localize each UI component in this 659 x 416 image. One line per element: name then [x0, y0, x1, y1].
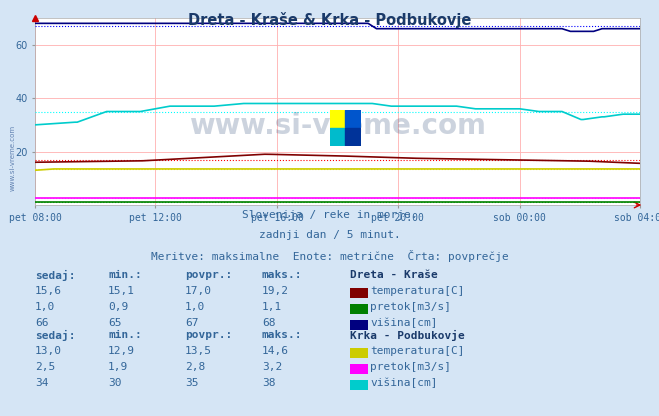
Text: Krka - Podbukovje: Krka - Podbukovje — [350, 330, 465, 341]
Text: maks.:: maks.: — [262, 330, 302, 340]
Text: 1,1: 1,1 — [262, 302, 282, 312]
Text: 17,0: 17,0 — [185, 286, 212, 296]
Text: 13,5: 13,5 — [185, 346, 212, 356]
Text: 65: 65 — [108, 318, 121, 328]
Text: 35: 35 — [185, 378, 198, 388]
Text: 1,0: 1,0 — [185, 302, 205, 312]
Text: maks.:: maks.: — [262, 270, 302, 280]
Text: 38: 38 — [262, 378, 275, 388]
Text: 2,8: 2,8 — [185, 362, 205, 372]
Text: višina[cm]: višina[cm] — [370, 378, 438, 389]
Text: 2,5: 2,5 — [35, 362, 55, 372]
Text: temperatura[C]: temperatura[C] — [370, 286, 465, 296]
Text: Dreta - Kraše: Dreta - Kraše — [350, 270, 438, 280]
Text: povpr.:: povpr.: — [185, 330, 232, 340]
Text: Slovenija / reke in morje.: Slovenija / reke in morje. — [242, 210, 417, 220]
Text: 19,2: 19,2 — [262, 286, 289, 296]
Text: sedaj:: sedaj: — [35, 330, 76, 341]
Text: zadnji dan / 5 minut.: zadnji dan / 5 minut. — [258, 230, 401, 240]
Text: 66: 66 — [35, 318, 49, 328]
Text: pretok[m3/s]: pretok[m3/s] — [370, 302, 451, 312]
Text: 67: 67 — [185, 318, 198, 328]
Text: višina[cm]: višina[cm] — [370, 318, 438, 328]
Text: 15,6: 15,6 — [35, 286, 62, 296]
Text: 1,0: 1,0 — [35, 302, 55, 312]
Text: www.si-vreme.com: www.si-vreme.com — [10, 125, 16, 191]
Text: 13,0: 13,0 — [35, 346, 62, 356]
Text: 3,2: 3,2 — [262, 362, 282, 372]
Text: 1,9: 1,9 — [108, 362, 129, 372]
Text: 34: 34 — [35, 378, 49, 388]
Text: 14,6: 14,6 — [262, 346, 289, 356]
Text: min.:: min.: — [108, 330, 142, 340]
Text: www.si-vreme.com: www.si-vreme.com — [189, 112, 486, 141]
Text: 12,9: 12,9 — [108, 346, 135, 356]
Text: 30: 30 — [108, 378, 121, 388]
Text: 0,9: 0,9 — [108, 302, 129, 312]
Text: povpr.:: povpr.: — [185, 270, 232, 280]
Text: pretok[m3/s]: pretok[m3/s] — [370, 362, 451, 372]
Text: Meritve: maksimalne  Enote: metrične  Črta: povprečje: Meritve: maksimalne Enote: metrične Črta… — [151, 250, 508, 262]
Text: min.:: min.: — [108, 270, 142, 280]
Text: Dreta - Kraše & Krka - Podbukovje: Dreta - Kraše & Krka - Podbukovje — [188, 12, 471, 27]
Text: 15,1: 15,1 — [108, 286, 135, 296]
Text: temperatura[C]: temperatura[C] — [370, 346, 465, 356]
Text: 68: 68 — [262, 318, 275, 328]
Text: sedaj:: sedaj: — [35, 270, 76, 281]
